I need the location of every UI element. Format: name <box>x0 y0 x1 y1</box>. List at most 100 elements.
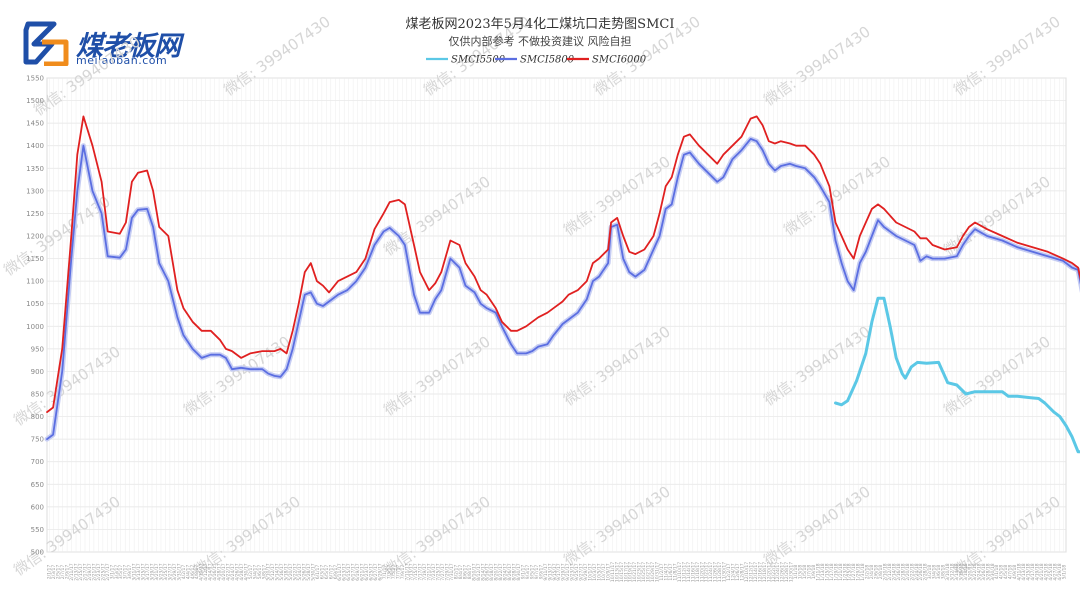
y-tick-label: 800 <box>31 413 44 421</box>
x-tick-label: 8/16/17 <box>485 563 491 580</box>
x-tick-label: 4/26/17 <box>234 563 240 580</box>
x-tick-label: 4/1/18 <box>994 565 1000 580</box>
x-tick-label: 4/7/18 <box>1008 565 1014 580</box>
x-tick-label: 12/30/17 <box>789 562 795 582</box>
x-tick-label: 10/19/17 <box>628 562 634 582</box>
x-tick-label: 2/3/17 <box>51 565 57 580</box>
x-tick-label: 4/4/17 <box>185 565 191 580</box>
y-tick-label: 600 <box>31 503 44 511</box>
watermark-text: 微信: 399407430 <box>380 332 493 419</box>
x-tick-label: 5/1/18 <box>1061 565 1067 580</box>
x-tick-label: 4/16/17 <box>212 563 218 580</box>
x-tick-label: 10/17/17 <box>623 562 629 582</box>
x-tick-label: 3/31/17 <box>176 563 182 580</box>
x-tick-label: 4/28/17 <box>239 563 245 580</box>
x-tick-label: 7/13/17 <box>409 563 415 580</box>
x-tick-label: 3/5/17 <box>118 565 124 580</box>
x-tick-label: 3/3/17 <box>114 565 120 580</box>
x-tick-label: 1/19/18 <box>833 563 839 580</box>
x-tick-label: 10/23/17 <box>637 562 643 582</box>
x-tick-label: 12/16/17 <box>757 562 763 582</box>
x-tick-label: 2/26/18 <box>918 563 924 580</box>
brand-logo[interactable]: 煤老板网 meilaoban.com <box>22 20 222 70</box>
x-tick-label: 12/6/17 <box>735 563 741 580</box>
x-tick-label: 11/4/17 <box>663 563 669 580</box>
x-tick-label: 2/11/17 <box>69 563 75 580</box>
x-tick-label: 3/27/17 <box>167 563 173 580</box>
x-tick-label: 6/17/17 <box>351 563 357 580</box>
x-tick-label: 6/15/17 <box>346 563 352 580</box>
x-tick-label: 4/19/18 <box>1034 563 1040 580</box>
y-tick-label: 550 <box>31 526 44 534</box>
x-tick-label: 8/24/17 <box>503 563 509 580</box>
legend: SMCI5500 SMCI5800 SMCI6000 <box>426 55 647 66</box>
x-tick-label: 7/23/17 <box>431 563 437 580</box>
x-tick-label: 4/5/18 <box>1003 565 1009 580</box>
x-tick-label: 1/25/18 <box>847 563 853 580</box>
x-tick-label: 2/20/18 <box>905 563 911 580</box>
x-tick-label: 9/15/17 <box>552 563 558 580</box>
watermark-text: 微信: 399407430 <box>760 322 873 409</box>
x-tick-label: 4/6/17 <box>190 565 196 580</box>
x-tick-label: 7/5/17 <box>391 565 397 580</box>
x-tick-label: 1/17/18 <box>829 563 835 580</box>
x-tick-label: 2/7/17 <box>60 565 66 580</box>
y-tick-label: 1400 <box>26 142 44 150</box>
x-tick-label: 7/27/17 <box>440 563 446 580</box>
x-tick-label: 6/9/17 <box>333 565 339 580</box>
x-tick-label: 8/14/17 <box>480 563 486 580</box>
x-tick-label: 9/23/17 <box>570 563 576 580</box>
x-tick-label: 2/2/18 <box>865 565 871 580</box>
x-tick-label: 11/12/17 <box>681 562 687 582</box>
x-tick-label: 2/22/18 <box>909 563 915 580</box>
x-tick-label: 12/20/17 <box>766 562 772 582</box>
x-tick-label: 4/24/17 <box>230 563 236 580</box>
x-tick-label: 3/21/17 <box>154 563 160 580</box>
x-tick-label: 3/24/18 <box>976 563 982 580</box>
y-tick-label: 500 <box>31 549 44 557</box>
legend-label: SMCI6000 <box>592 55 647 66</box>
x-tick-label: 2/23/17 <box>96 563 102 580</box>
watermark-text: 微信: 399407430 <box>560 482 673 569</box>
x-tick-label: 3/11/17 <box>132 563 138 580</box>
x-tick-label: 5/18/17 <box>284 563 290 580</box>
x-tick-label: 4/3/18 <box>999 565 1005 580</box>
x-tick-label: 9/25/17 <box>574 563 580 580</box>
x-tick-label: 6/1/17 <box>315 565 321 580</box>
x-tick-label: 2/24/18 <box>914 563 920 580</box>
x-tick-label: 3/17/17 <box>145 563 151 580</box>
x-tick-label: 1/21/18 <box>838 563 844 580</box>
x-tick-label: 4/8/17 <box>194 565 200 580</box>
x-tick-label: 11/10/17 <box>677 562 683 582</box>
x-tick-label: 2/25/17 <box>100 563 106 580</box>
y-tick-label: 1350 <box>26 165 44 173</box>
chart-subtitle: 仅供内部参考 不做投资建议 风险自担 <box>449 34 632 48</box>
x-tick-label: 4/27/18 <box>1052 563 1058 580</box>
x-tick-label: 2/5/17 <box>56 565 62 580</box>
x-tick-label: 5/20/17 <box>288 563 294 580</box>
x-tick-label: 3/9/17 <box>127 565 133 580</box>
x-tick-label: 3/12/18 <box>950 563 956 580</box>
x-tick-label: 7/7/17 <box>395 565 401 580</box>
x-tick-label: 7/1/17 <box>382 565 388 580</box>
x-tick-label: 9/21/17 <box>565 563 571 580</box>
x-tick-label: 11/20/17 <box>699 562 705 582</box>
x-tick-label: 4/11/18 <box>1017 563 1023 580</box>
x-tick-label: 2/28/18 <box>923 563 929 580</box>
x-tick-label: 3/28/18 <box>985 563 991 580</box>
x-tick-label: 7/15/17 <box>413 563 419 580</box>
x-tick-label: 4/21/18 <box>1039 563 1045 580</box>
y-tick-label: 1050 <box>26 300 44 308</box>
x-tick-label: 10/7/17 <box>601 563 607 580</box>
y-tick-label: 650 <box>31 481 44 489</box>
brand-name: 煤老板网 <box>76 31 181 62</box>
x-tick-label: 6/7/17 <box>328 565 334 580</box>
x-tick-label: 8/22/17 <box>498 563 504 580</box>
x-tick-label: 2/14/18 <box>891 563 897 580</box>
x-tick-label: 4/15/18 <box>1026 563 1032 580</box>
x-tick-label: 10/27/17 <box>646 562 652 582</box>
x-tick-label: 7/21/17 <box>427 563 433 580</box>
x-tick-label: 10/5/17 <box>596 563 602 580</box>
x-tick-label: 12/10/17 <box>744 562 750 582</box>
y-tick-label: 900 <box>31 368 44 376</box>
